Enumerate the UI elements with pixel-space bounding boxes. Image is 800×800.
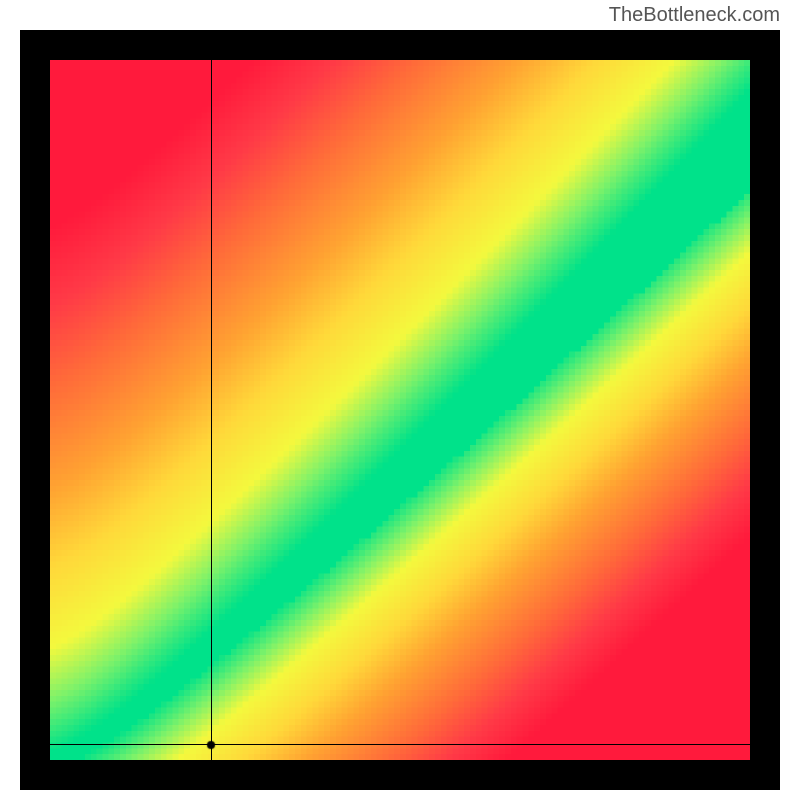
attribution-text: TheBottleneck.com <box>609 4 780 27</box>
bottleneck-heatmap <box>50 60 750 760</box>
crosshair-horizontal <box>50 744 750 745</box>
plot-frame <box>20 30 780 790</box>
marker-dot <box>206 740 216 750</box>
crosshair-vertical <box>211 60 212 760</box>
